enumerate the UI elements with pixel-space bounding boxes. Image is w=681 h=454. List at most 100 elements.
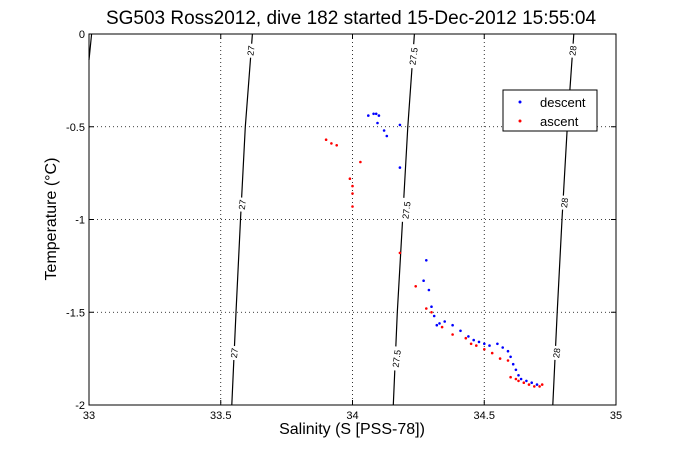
- ascent-point: [509, 375, 512, 379]
- descent-point: [432, 314, 436, 318]
- contour-label-background: [389, 345, 404, 372]
- descent-point: [430, 305, 433, 309]
- contour-label: 28: [551, 347, 562, 358]
- legend-marker-descent: [518, 100, 522, 104]
- descent-point: [451, 323, 454, 327]
- ascent-point: [490, 351, 494, 355]
- descent-point: [477, 340, 481, 344]
- ascent-point: [398, 251, 402, 255]
- ascent-point: [540, 383, 544, 386]
- contour-label-group: 27.5: [406, 43, 421, 69]
- descent-point: [367, 114, 370, 117]
- y-tick-label: -2: [75, 400, 85, 412]
- descent-point: [506, 349, 510, 353]
- ascent-point: [324, 138, 328, 141]
- ascent-point: [475, 344, 478, 347]
- density-contour-line: [231, 33, 253, 406]
- series-ascent: [324, 138, 544, 388]
- contour-label: 27.5: [400, 201, 412, 220]
- contour-label: 27.5: [408, 47, 420, 66]
- descent-point: [496, 342, 499, 346]
- contour-label-group: 27: [235, 196, 249, 213]
- contour-label: 27: [229, 347, 240, 358]
- ascent-point: [359, 160, 362, 164]
- contour-label-background: [406, 43, 421, 69]
- data-series: [324, 112, 544, 388]
- descent-point: [422, 279, 425, 283]
- x-tick-label: 34.5: [474, 410, 495, 422]
- ascent-point: [425, 307, 428, 310]
- legend-label-ascent: ascent: [540, 114, 579, 129]
- contour-label: 27.5: [391, 349, 403, 368]
- axis-ticks: 33 33.5 34 34.5 35 0 -0.5 -1 -1.5 -2: [66, 29, 622, 422]
- ascent-point: [351, 192, 354, 195]
- contour-label-background: [244, 43, 257, 59]
- descent-point: [530, 381, 533, 385]
- contour-label-background: [227, 345, 241, 361]
- descent-point: [472, 338, 476, 342]
- x-tick-label: 34: [346, 410, 358, 422]
- legend-box: [502, 89, 598, 132]
- descent-point: [372, 112, 375, 116]
- ascent-point: [348, 177, 352, 180]
- ascent-point: [414, 285, 418, 288]
- descent-point: [427, 288, 431, 292]
- ascent-point: [440, 325, 444, 329]
- descent-point: [398, 123, 402, 127]
- descent-point: [519, 377, 523, 381]
- ascent-point: [469, 342, 473, 346]
- descent-point: [517, 374, 520, 377]
- ascent-point: [483, 348, 486, 351]
- contour-label-group: 27: [227, 345, 241, 361]
- descent-point: [382, 129, 386, 132]
- descent-point: [511, 362, 515, 366]
- descent-point: [488, 344, 491, 347]
- contour-label-group: 28: [566, 43, 579, 59]
- contour-label-group: 28: [557, 195, 571, 211]
- series-descent: [367, 112, 539, 386]
- contour-label: 28: [559, 197, 570, 208]
- descent-point: [535, 383, 539, 386]
- descent-point: [374, 112, 378, 116]
- ascent-point: [522, 381, 526, 385]
- y-tick-label: 0: [79, 29, 85, 41]
- contour-label-background: [557, 195, 571, 211]
- y-tick-label: -1.5: [66, 307, 85, 319]
- descent-point: [509, 355, 512, 359]
- contour-label-group: 27: [244, 43, 257, 59]
- descent-point: [376, 121, 379, 125]
- ascent-point: [451, 333, 454, 336]
- x-tick-label: 33: [83, 410, 95, 422]
- descent-point: [514, 368, 518, 372]
- descent-point: [438, 322, 441, 325]
- ascent-point: [533, 385, 536, 388]
- descent-point: [459, 329, 462, 333]
- y-tick-label: -1: [75, 215, 85, 227]
- y-axis-label: Temperature (°C): [43, 158, 60, 281]
- legend-marker-ascent: [518, 119, 522, 123]
- ascent-point: [527, 383, 531, 386]
- ascent-point: [464, 336, 468, 340]
- contour-label-background: [235, 196, 249, 213]
- descent-point: [398, 166, 402, 169]
- ascent-point: [514, 377, 518, 381]
- x-tick-label: 35: [610, 410, 622, 422]
- chart-title: SG503 Ross2012, dive 182 started 15-Dec-…: [106, 8, 597, 29]
- descent-point: [467, 335, 470, 338]
- descent-point: [435, 323, 439, 327]
- descent-point: [377, 114, 381, 117]
- contour-label: 27: [245, 45, 256, 56]
- contour-label-background: [566, 43, 579, 59]
- ascent-point: [538, 385, 541, 388]
- ascent-point: [335, 144, 339, 147]
- ascent-point: [351, 184, 354, 188]
- ascent-point: [517, 379, 520, 383]
- contour-label-background: [549, 345, 563, 361]
- contour-label-group: 28: [549, 345, 563, 361]
- descent-point: [525, 379, 528, 383]
- ascent-point: [351, 205, 354, 208]
- descent-point: [385, 134, 389, 138]
- x-tick-label: 33.5: [210, 410, 231, 422]
